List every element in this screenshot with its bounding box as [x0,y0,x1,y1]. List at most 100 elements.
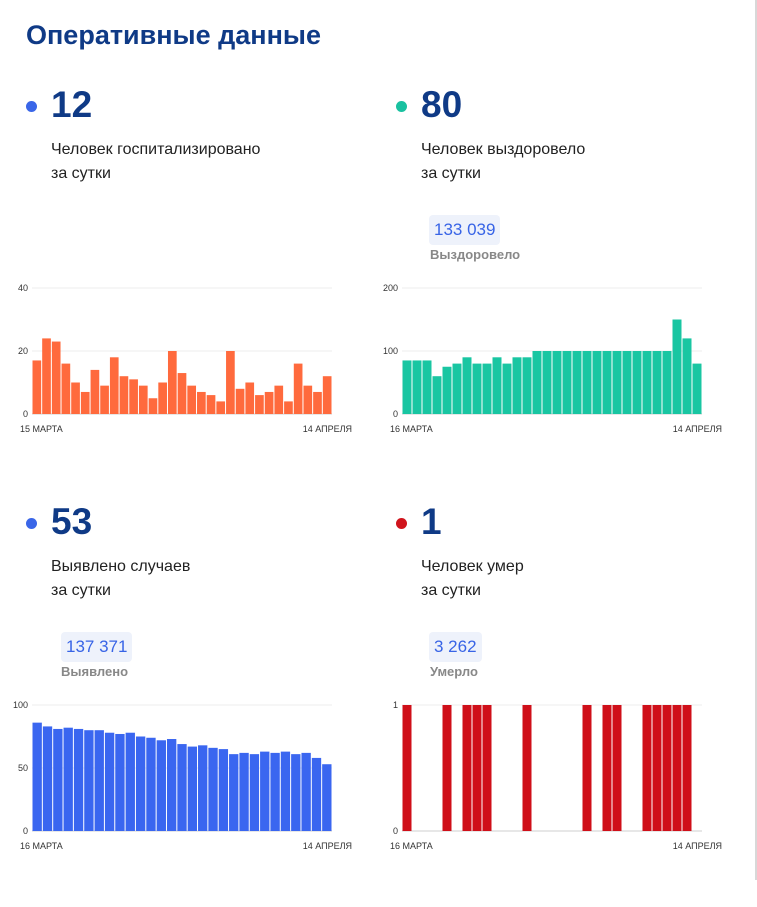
y-tick-label: 100 [13,700,28,710]
bar [622,351,632,414]
bar [602,351,612,414]
bar [322,764,332,831]
bar [682,705,692,831]
bar [602,705,612,831]
bar [642,705,652,831]
bar [255,395,264,414]
page-title: Оперативные данные [26,20,321,50]
label-line-1: Человек выздоровело [421,141,586,158]
y-tick-label: 50 [18,763,28,773]
bar [146,737,156,831]
bar [245,382,255,414]
bar [216,401,226,414]
y-tick-label: 0 [23,826,28,836]
x-end-label: 14 АПРЕЛЯ [303,841,352,851]
chart-hospitalized: 0 20 40 15 МАРТА 14 АПРЕЛЯ [18,283,352,434]
total-badge: 3 262 [429,632,482,662]
bar [109,357,119,414]
bar [71,382,80,414]
y-tick-label: 0 [23,409,28,419]
y-tick-label: 1 [393,700,398,710]
daily-label: Человек выздоровело за сутки [421,138,681,186]
bar [412,360,422,414]
bar [73,728,84,831]
bar [592,351,602,414]
daily-value: 53 [51,501,93,542]
bar [482,363,492,414]
bar [280,751,291,831]
bar [63,727,73,831]
bar [472,705,482,831]
label-line-1: Человек госпитализировано [51,141,261,158]
bar [260,751,270,831]
bar [51,341,61,414]
bullet-dot [26,101,37,112]
bar [264,391,274,414]
bar [452,363,462,414]
bar [303,385,313,414]
bar [229,754,239,831]
bar [115,733,125,831]
bar [206,395,216,414]
bar [249,754,260,831]
x-start-label: 16 МАРТА [390,841,433,851]
bar [84,730,94,831]
x-start-label: 16 МАРТА [390,424,433,434]
bar [104,732,115,831]
daily-value: 12 [51,84,93,125]
bar [552,351,562,414]
bar [125,732,135,831]
bar [462,705,472,831]
bullet-dot [396,101,407,112]
bar [432,376,442,414]
y-tick-label: 20 [18,346,28,356]
bar [218,749,229,831]
total-label: Выздоровело [430,247,521,262]
daily-label: Выявлено случаев за сутки [51,555,311,603]
bar [313,391,322,414]
x-start-label: 16 МАРТА [20,841,63,851]
bar [235,388,245,414]
label-line-1: Человек умер [421,558,524,575]
bar [187,746,198,831]
bar [562,351,572,414]
bar [522,705,532,831]
bullet-dot [26,518,37,529]
bar [502,363,512,414]
y-tick-label: 0 [393,409,398,419]
bar [53,728,63,831]
bar [632,351,642,414]
bar [177,373,187,414]
bar [80,391,90,414]
bar [270,752,280,831]
label-line-2: за сутки [51,165,111,182]
bar [156,740,166,831]
bar [293,363,303,414]
bar [135,736,146,831]
bar [129,379,138,414]
bar [572,351,582,414]
daily-value: 1 [421,501,442,542]
bar [612,705,622,831]
x-end-label: 14 АПРЕЛЯ [673,841,722,851]
bar [422,360,432,414]
bar [119,376,129,414]
x-end-label: 14 АПРЕЛЯ [303,424,352,434]
bar [652,351,662,414]
bar [61,363,71,414]
bar [662,351,672,414]
y-tick-label: 100 [383,346,398,356]
bar [284,401,293,414]
bar [532,351,542,414]
y-tick-label: 200 [383,283,398,293]
bar [138,385,148,414]
bar [642,351,652,414]
bar [90,369,100,414]
chart-detected: 0 50 100 16 МАРТА 14 АПРЕЛЯ [13,700,352,851]
daily-value: 80 [421,84,463,125]
label-line-2: за сутки [421,582,481,599]
card-detected: 53 Выявлено случаев за сутки 137 371 Выя… [26,501,366,907]
bar [512,357,522,414]
bar [612,351,622,414]
bar [42,338,51,414]
